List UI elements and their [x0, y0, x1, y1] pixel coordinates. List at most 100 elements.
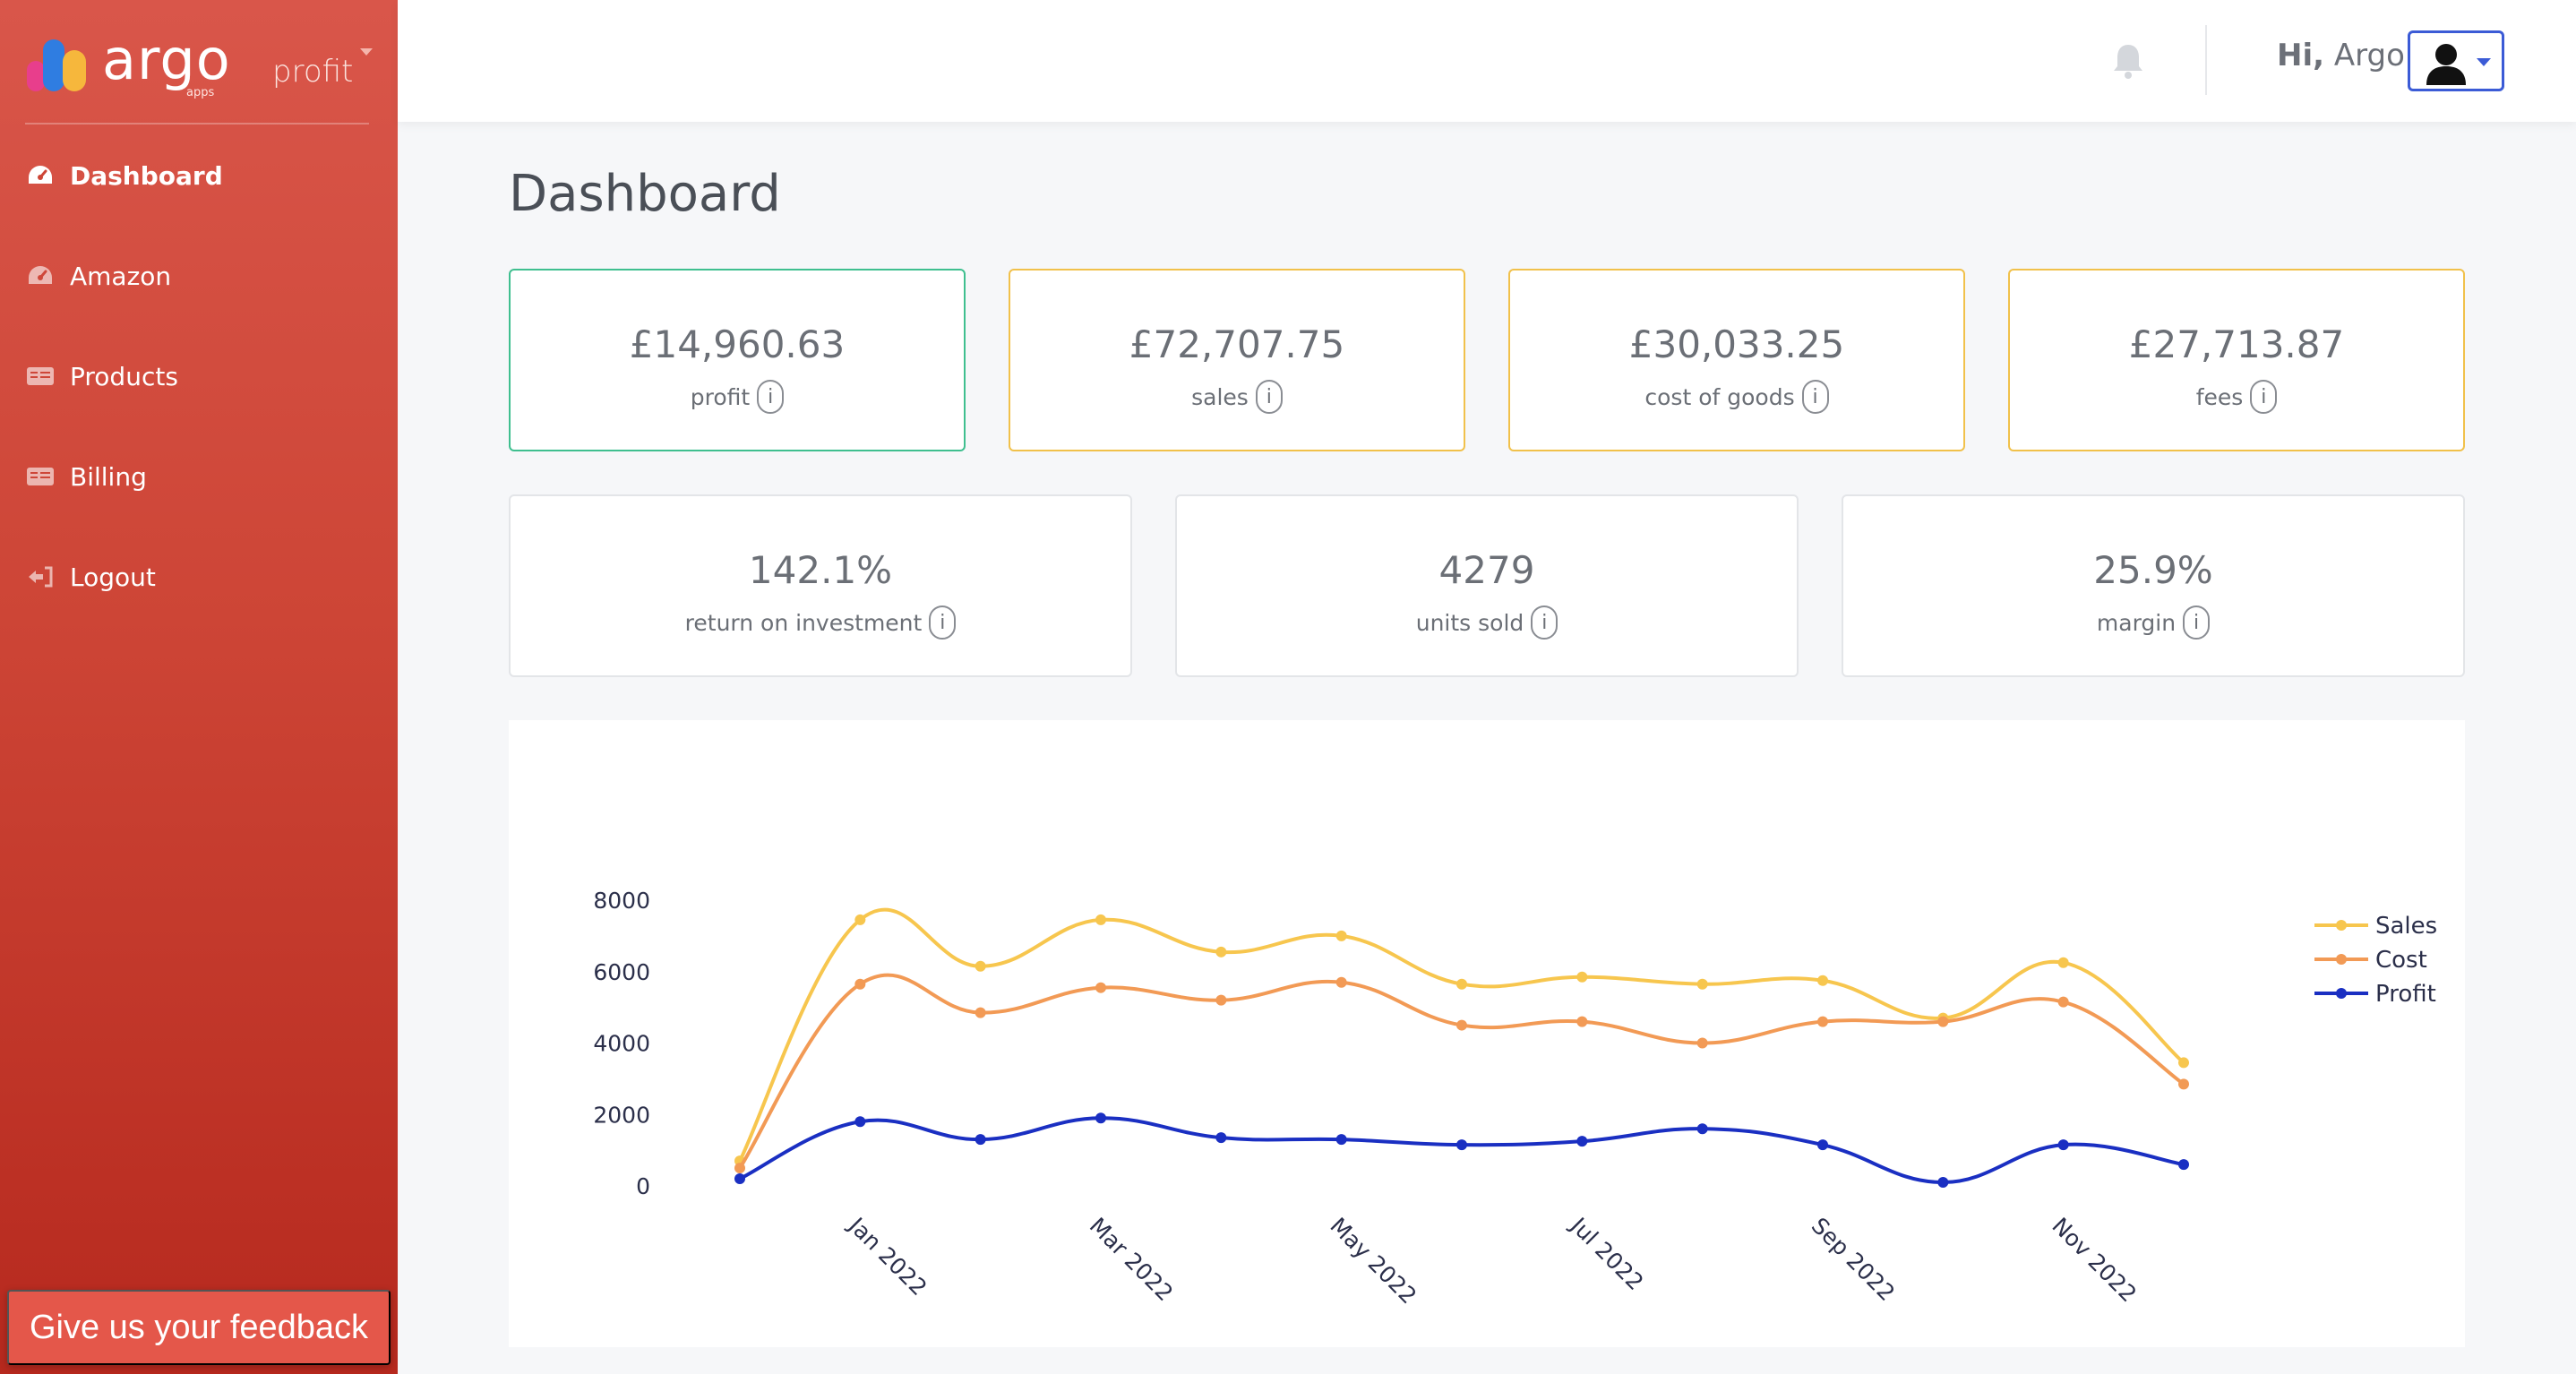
- top-header: Hi, Argo: [398, 0, 2576, 122]
- stat-label-row: units sold i: [1177, 605, 1797, 640]
- info-icon[interactable]: i: [1255, 380, 1283, 414]
- data-point-cost: [1576, 1016, 1588, 1027]
- info-icon[interactable]: i: [2183, 605, 2211, 640]
- data-point-cost: [2057, 996, 2069, 1008]
- stat-card-cost-of-goods: £30,033.25 cost of goods i: [1508, 269, 1965, 451]
- y-tick-label: 2000: [593, 1102, 650, 1128]
- data-point-cost: [854, 978, 866, 990]
- stat-value: £14,960.63: [629, 322, 846, 366]
- x-tick-label: Mar 2022: [1085, 1213, 1178, 1306]
- legend-swatch-dot: [2336, 988, 2347, 999]
- feedback-button[interactable]: Give us your feedback: [7, 1290, 391, 1365]
- stat-value: £30,033.25: [1628, 322, 1845, 366]
- stat-card-profit: £14,960.63 profit i: [509, 269, 966, 451]
- legend-swatch-dot: [2336, 920, 2347, 931]
- data-point-cost: [1095, 982, 1106, 993]
- stat-label-row: fees i: [2010, 380, 2463, 414]
- stat-label-row: profit i: [511, 380, 964, 414]
- stat-label: sales: [1191, 383, 1249, 410]
- stat-value: £72,707.75: [1129, 322, 1345, 366]
- sidebar-item-label: Logout: [70, 562, 156, 592]
- bell-icon[interactable]: [2110, 41, 2146, 81]
- data-point-profit: [1095, 1112, 1106, 1124]
- sales-cost-profit-chart: 0 2000 4000 6000 8000 Jan 2022 Mar 2022 May 202…: [509, 720, 2465, 1347]
- brand-name: argo: [102, 27, 231, 92]
- chevron-down-icon[interactable]: [360, 48, 373, 56]
- data-point-sales: [1817, 975, 1828, 986]
- data-point-sales: [1456, 978, 1467, 990]
- stat-card-sales: £72,707.75 sales i: [1009, 269, 1465, 451]
- stat-label-row: margin i: [1843, 605, 2463, 640]
- sidebar-item-products[interactable]: Products: [25, 349, 374, 403]
- legend-label: Profit: [2375, 981, 2436, 1008]
- x-tick-label: Jul 2022: [1565, 1211, 1649, 1295]
- user-name: Argo: [2333, 38, 2405, 73]
- data-point-profit: [1335, 1134, 1347, 1146]
- chevron-down-icon: [2477, 58, 2491, 66]
- data-point-profit: [2057, 1139, 2069, 1151]
- info-icon[interactable]: i: [1531, 605, 1558, 640]
- data-point-sales: [1215, 946, 1227, 958]
- sidebar-item-label: Amazon: [70, 261, 172, 291]
- header-divider: [2205, 25, 2207, 95]
- info-icon[interactable]: i: [1801, 380, 1829, 414]
- data-point-sales: [1335, 930, 1347, 941]
- sidebar: argo apps profit Dashboard Amazon Produc…: [0, 0, 398, 1374]
- stat-label: fees: [2195, 383, 2244, 410]
- x-tick-label: Jan 2022: [843, 1211, 932, 1301]
- stat-label: return on investment: [684, 609, 923, 636]
- stat-card-margin: 25.9% margin i: [1842, 494, 2465, 677]
- sidebar-item-logout[interactable]: Logout: [25, 550, 374, 604]
- legend-swatch-dot: [2336, 954, 2347, 965]
- id-card-icon: [25, 364, 56, 389]
- sidebar-item-dashboard[interactable]: Dashboard: [25, 149, 374, 202]
- data-point-cost: [1937, 1016, 1949, 1027]
- stat-label: margin: [2096, 609, 2177, 636]
- data-point-sales: [2178, 1057, 2189, 1069]
- stat-card-units-sold: 4279 units sold i: [1175, 494, 1799, 677]
- x-tick-label: May 2022: [1325, 1213, 1421, 1310]
- data-point-cost: [1215, 994, 1227, 1006]
- data-point-cost: [2178, 1078, 2189, 1090]
- argo-logo-icon: [27, 39, 86, 91]
- greeting-prefix: Hi,: [2277, 38, 2325, 73]
- data-point-profit: [734, 1173, 745, 1185]
- stat-card-fees: £27,713.87 fees i: [2008, 269, 2465, 451]
- y-tick-label: 4000: [593, 1031, 650, 1057]
- data-point-cost: [1696, 1037, 1708, 1049]
- data-point-sales: [1576, 971, 1588, 983]
- sidebar-item-billing[interactable]: Billing: [25, 450, 374, 503]
- id-card-icon: [25, 464, 56, 489]
- stat-value: 4279: [1438, 548, 1535, 592]
- y-tick-label: 6000: [593, 959, 650, 985]
- sidebar-item-label: Dashboard: [70, 160, 223, 191]
- data-point-sales: [1696, 978, 1708, 990]
- data-point-sales: [2057, 957, 2069, 968]
- data-point-profit: [975, 1134, 986, 1146]
- sidebar-item-label: Billing: [70, 461, 147, 492]
- info-icon[interactable]: i: [757, 380, 785, 414]
- data-point-profit: [854, 1116, 866, 1128]
- data-point-sales: [975, 960, 986, 972]
- data-point-cost: [734, 1163, 745, 1174]
- data-point-profit: [1817, 1139, 1828, 1151]
- user-greeting: Hi, Argo: [2277, 38, 2405, 73]
- info-icon[interactable]: i: [929, 605, 957, 640]
- x-tick-label: Nov 2022: [2047, 1213, 2142, 1308]
- x-tick-label: Sep 2022: [1807, 1213, 1900, 1306]
- line-chart: 0 2000 4000 6000 8000 Jan 2022 Mar 2022 May 202…: [593, 888, 2437, 1310]
- stat-label: units sold: [1415, 609, 1524, 636]
- sign-out-icon: [25, 564, 56, 589]
- avatar-icon: [2426, 44, 2466, 85]
- y-tick-label: 0: [636, 1173, 650, 1199]
- data-point-sales: [1095, 914, 1106, 925]
- sidebar-item-amazon[interactable]: Amazon: [25, 249, 374, 303]
- stat-value: 25.9%: [2093, 548, 2213, 592]
- info-icon[interactable]: i: [2250, 380, 2278, 414]
- legend-label: Sales: [2375, 913, 2437, 940]
- brand[interactable]: argo apps profit: [25, 27, 373, 99]
- stat-value: £27,713.87: [2128, 322, 2345, 366]
- product-switcher-label[interactable]: profit: [272, 54, 354, 90]
- user-menu-button[interactable]: [2408, 30, 2504, 91]
- data-point-cost: [1335, 976, 1347, 988]
